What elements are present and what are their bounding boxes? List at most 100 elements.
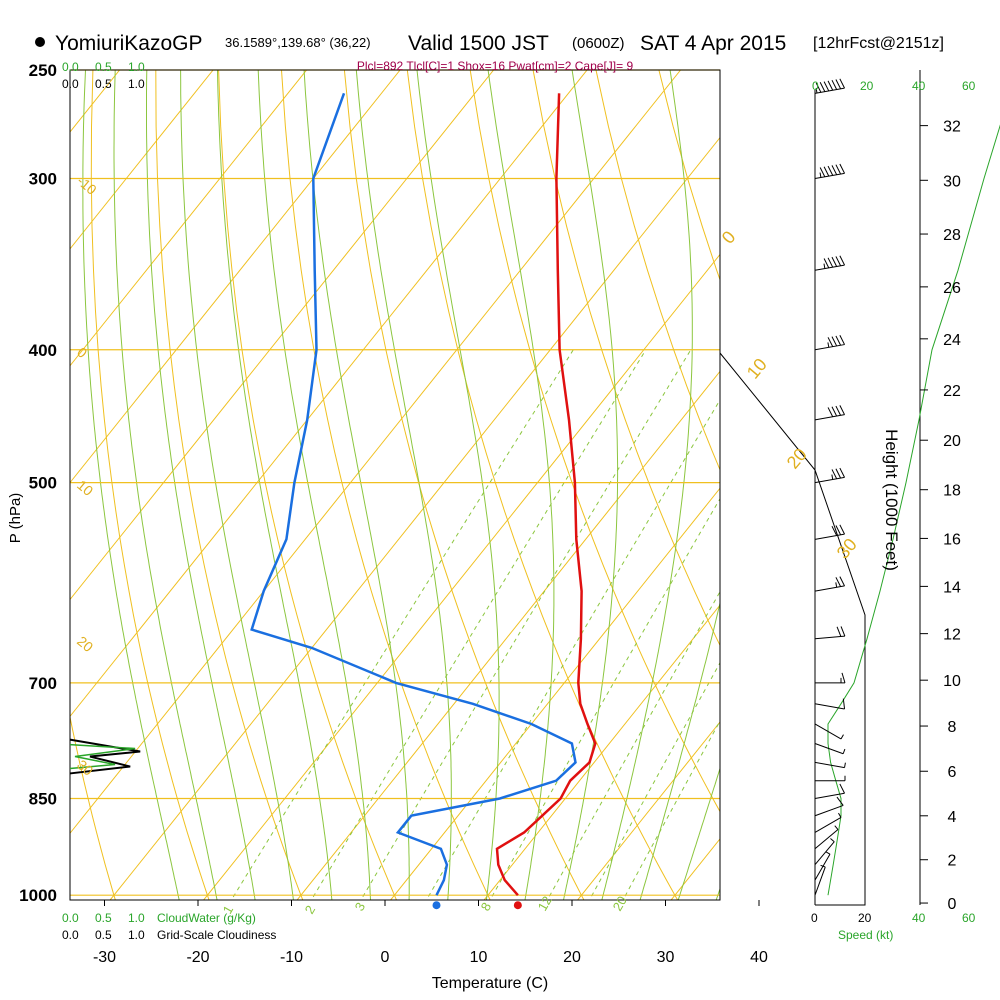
- mixing-ratio-line: [622, 720, 720, 900]
- isotherm-line: [70, 70, 494, 601]
- wind-barb-staff: [814, 829, 839, 850]
- isotherm-line: [483, 604, 720, 900]
- height-tick-label: 20: [943, 433, 961, 450]
- wind-barb-flag: [823, 258, 830, 269]
- moist-adiabat-line: [113, 70, 218, 900]
- wind-barb: [814, 851, 831, 881]
- moist-adiabat-line: [82, 70, 180, 900]
- forecast-run: [12hrFcst@2151z]: [813, 35, 944, 52]
- wind-barb: [814, 825, 839, 850]
- isotherm-line: [109, 136, 720, 900]
- valid-time: Valid 1500 JST: [408, 32, 549, 55]
- wind-barb-flag: [839, 335, 845, 345]
- mixing-ratio-label: 12: [535, 893, 555, 913]
- wind-barb-flag: [835, 256, 842, 266]
- height-tick-label: 16: [943, 531, 961, 548]
- wind-barb-half-flag: [827, 342, 830, 348]
- x-tick-label: 10: [470, 949, 488, 966]
- wind-barbs: [814, 78, 846, 896]
- moist-adiabat-line: [601, 70, 693, 900]
- wind-barb: [814, 864, 826, 896]
- cw-bottom-1: 0.5: [95, 911, 112, 925]
- wind-barb-flag: [842, 698, 846, 710]
- station-name: YomiuriKazoGP: [55, 32, 202, 55]
- isotherm-line: [296, 370, 720, 900]
- speed-bottom-black-0: 0: [811, 911, 818, 925]
- stability-indices: Plcl=892 Tlcl[C]=1 Shox=16 Pwat[cm]=2 Ca…: [357, 59, 634, 73]
- wind-barb-staff: [814, 841, 835, 866]
- wind-barb-half-flag: [823, 263, 826, 269]
- wind-barb-half-flag: [831, 474, 834, 480]
- wind-barb-flag: [831, 406, 838, 417]
- wind-barb-half-flag: [825, 851, 831, 855]
- pressure-tick-label: 400: [29, 341, 57, 360]
- wind-barb: [814, 796, 844, 817]
- dry-adiabat-line: [848, 70, 1000, 924]
- mixing-ratio-line: [360, 349, 692, 900]
- moist-adiabat-line: [677, 766, 720, 900]
- cw-top-0: 0.0: [62, 60, 79, 74]
- wind-barb: [815, 775, 846, 782]
- moist-adiabat-line: [355, 70, 452, 900]
- height-tick-label: 18: [943, 483, 961, 500]
- wind-barb: [814, 524, 845, 540]
- moist-adiabat-line: [146, 70, 256, 900]
- cloudiness-label: Grid-Scale Cloudiness: [157, 928, 276, 942]
- isotherm-line: [389, 487, 720, 900]
- height-tick-label: 6: [948, 764, 957, 781]
- x-tick-label: 30: [657, 949, 675, 966]
- surface-temperature-marker: [513, 901, 522, 910]
- wind-barb-flag: [836, 796, 844, 806]
- wind-barb: [814, 163, 845, 180]
- wind-barb-staff: [814, 723, 842, 740]
- wind-barb: [814, 467, 845, 484]
- wind-barb-flag: [839, 524, 845, 535]
- isotherm-line: [70, 70, 588, 718]
- pressure-tick-label: 1000: [19, 886, 57, 905]
- speed-bottom-black-20: 20: [858, 911, 872, 925]
- dry-adiabat-label: 30: [833, 534, 861, 562]
- x-tick-label: 20: [563, 949, 581, 966]
- surface-dewpoint-marker: [432, 901, 441, 910]
- moist-adiabat-line: [562, 70, 619, 900]
- wind-barb-staff: [814, 703, 845, 710]
- wind-barb-staff: [814, 866, 826, 896]
- isotherm-label: 10: [74, 477, 96, 499]
- isotherm-line: [70, 70, 681, 835]
- moist-adiabat-line: [303, 70, 410, 900]
- wind-barb-staff: [814, 585, 845, 592]
- height-tick-label: 32: [943, 119, 961, 136]
- dry-adiabat-label: 10: [743, 354, 771, 382]
- wind-barb-flag: [815, 82, 822, 93]
- speed-bottom-green-40: 40: [912, 911, 926, 925]
- wind-barb: [814, 698, 846, 710]
- wind-barb-flag: [819, 167, 826, 178]
- wind-barb-flag: [831, 336, 838, 347]
- wind-barb: [814, 78, 845, 94]
- pressure-tick-label: 300: [29, 170, 57, 189]
- wind-barb-flag: [831, 165, 838, 175]
- wind-barb-flag: [835, 335, 842, 346]
- wind-barb-flag: [835, 468, 842, 479]
- wind-barb-flag: [836, 626, 842, 637]
- wind-barb-staff: [814, 817, 842, 833]
- cl-top-0: 0.0: [62, 77, 79, 91]
- dry-adiabat-line: [406, 70, 679, 900]
- wind-barb-flag: [831, 469, 838, 480]
- wind-barb: [814, 743, 846, 755]
- dry-adiabat-line: [469, 70, 720, 813]
- speed-top-0: 0: [812, 79, 819, 93]
- wind-barb-staff: [814, 414, 845, 421]
- x-tick-label: 40: [750, 949, 768, 966]
- dry-adiabat-line: [532, 70, 720, 647]
- x-axis-title: Temperature (C): [432, 975, 548, 992]
- mixing-ratio-line: [310, 349, 647, 900]
- cl-bottom-1: 0.5: [95, 928, 112, 942]
- wind-barb-flag: [839, 255, 845, 266]
- cw-top-2: 1.0: [128, 60, 145, 74]
- wind-barb: [814, 576, 845, 592]
- height-tick-label: 2: [948, 853, 957, 870]
- mixing-ratio-line: [425, 398, 720, 900]
- wind-barb: [814, 812, 842, 833]
